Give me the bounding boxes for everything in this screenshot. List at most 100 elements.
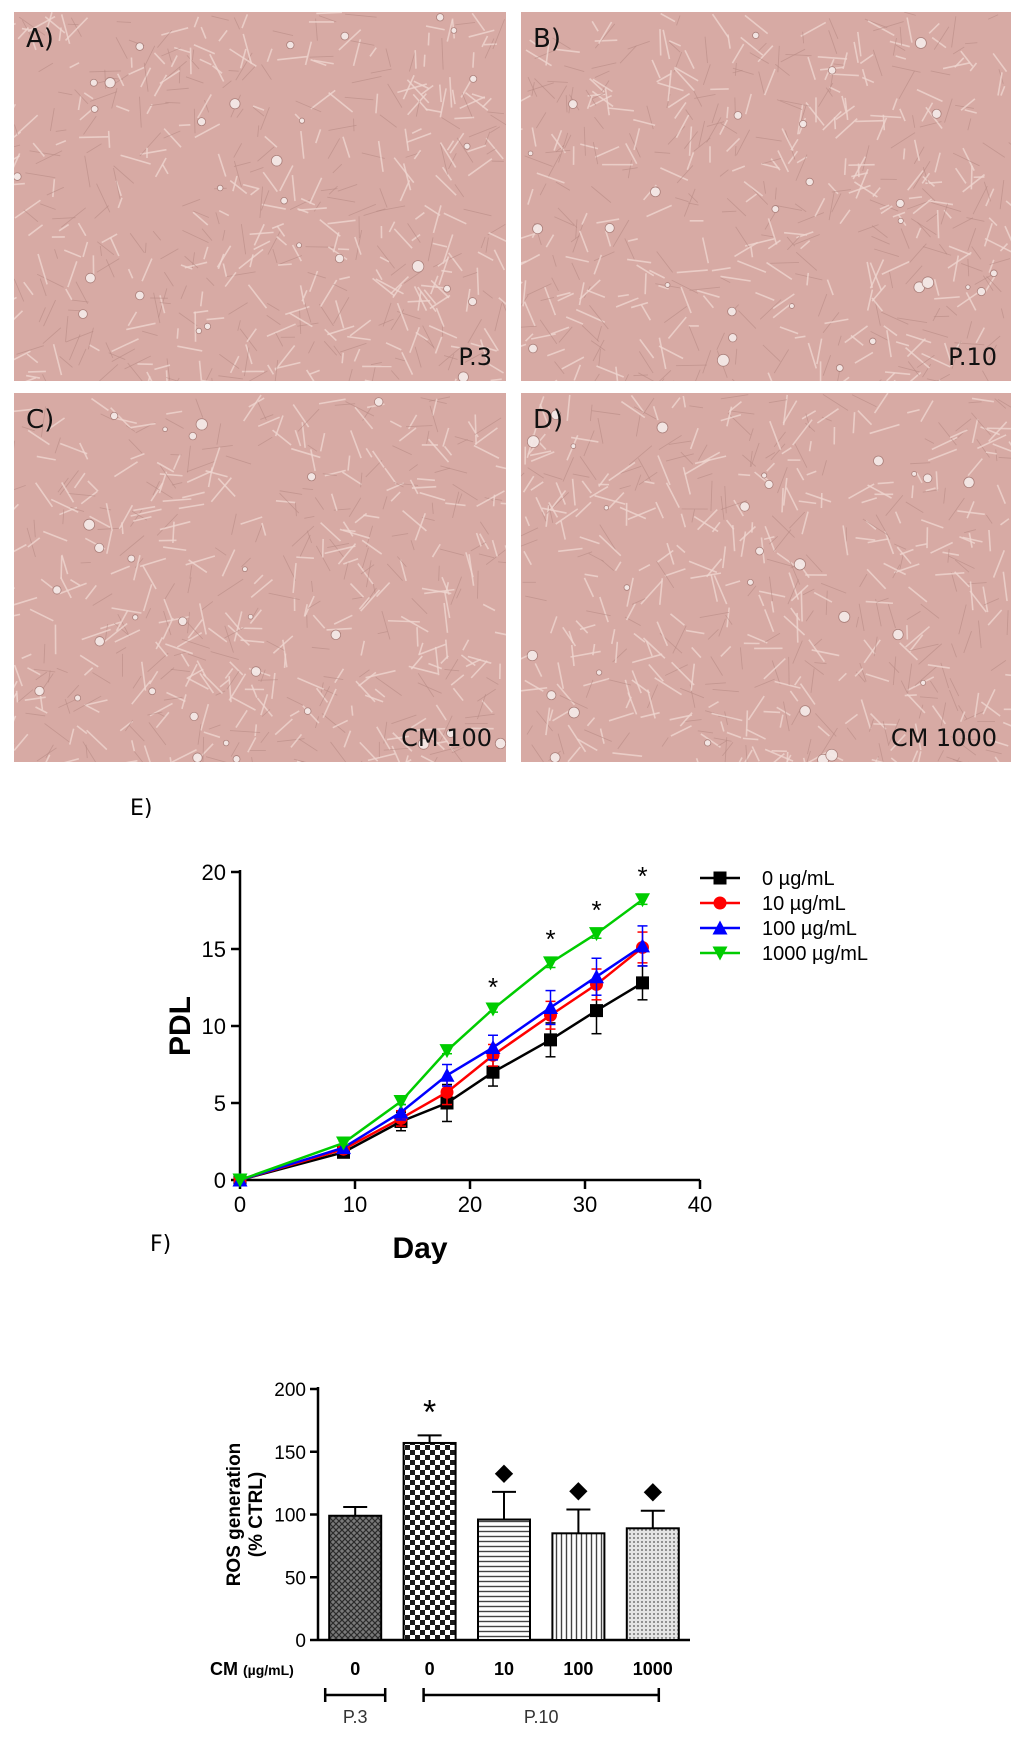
legend-marker xyxy=(712,946,728,961)
micrograph-panel-b: B) P.10 xyxy=(521,12,1011,381)
pdl-data-point xyxy=(337,1145,350,1159)
micrograph-panel-a: A) P.3 xyxy=(14,12,506,381)
ros-y-tick-label: 50 xyxy=(285,1568,306,1589)
ros-bar xyxy=(328,1514,383,1642)
pdl-x-axis-title: Day xyxy=(392,1232,447,1265)
ros-bar-group-4: ◆ 1000 xyxy=(625,1478,680,1679)
pdl-significance-mark: * xyxy=(488,972,498,1002)
panel-b-passage-label: P.10 xyxy=(948,343,997,371)
pdl-series-line xyxy=(239,944,644,1182)
cell-strokes xyxy=(521,393,1011,762)
panel-e-label: E) xyxy=(130,796,153,821)
panel-d-label: D) xyxy=(533,405,564,435)
pdl-data-point xyxy=(394,1114,408,1128)
pdl-data-point xyxy=(543,1000,558,1015)
pdl-x-tick-label: 40 xyxy=(688,1192,712,1217)
pdl-y-tick-label: 10 xyxy=(202,1014,226,1039)
ros-group-bracket-1: P.10 xyxy=(422,1688,661,1727)
pdl-data-point xyxy=(394,1111,408,1125)
pdl-y-tick-label: 20 xyxy=(202,860,226,885)
ros-y-tick-label: 100 xyxy=(274,1506,306,1527)
ros-category-label: 0 xyxy=(425,1659,435,1679)
pdl-data-point xyxy=(636,940,649,954)
pdl-data-point xyxy=(439,1067,455,1082)
ros-y-tick-label: 150 xyxy=(274,1443,306,1464)
legend-marker xyxy=(713,871,727,885)
legend-marker xyxy=(712,920,728,935)
pdl-series-3 xyxy=(232,893,650,1188)
ros-bar-group-2: ◆ 10 xyxy=(477,1459,531,1679)
cell-strokes xyxy=(14,12,506,381)
ros-bar-group-0: 0 xyxy=(328,1505,383,1679)
pdl-y-axis-title: PDL xyxy=(164,996,197,1056)
round-cells xyxy=(34,397,506,762)
pdl-data-point xyxy=(590,977,603,991)
ros-bar-group-1: *0 xyxy=(402,1393,457,1679)
pdl-data-point xyxy=(590,1004,603,1018)
ros-y-axis-title-unit: (% CTRL) xyxy=(246,1472,267,1557)
ros-significance-mark: ◆ xyxy=(644,1478,663,1505)
pdl-series-2 xyxy=(232,925,650,1187)
pdl-significance-mark: * xyxy=(637,861,647,891)
pdl-data-point xyxy=(440,1096,454,1110)
pdl-data-point xyxy=(393,1104,409,1119)
round-cells xyxy=(14,13,478,381)
pdl-series-line xyxy=(239,898,644,1182)
pdl-series-line xyxy=(239,946,644,1182)
ros-y-tick-label: 0 xyxy=(295,1631,306,1652)
pdl-data-point xyxy=(486,1065,500,1079)
pdl-data-point xyxy=(544,1008,557,1022)
panel-a-passage-label: P.3 xyxy=(458,343,492,371)
panel-b-label: B) xyxy=(533,24,561,54)
micrograph-panel-c: C) CM 100 xyxy=(14,393,506,762)
pdl-data-point xyxy=(635,893,650,908)
pdl-y-tick-label: 0 xyxy=(214,1168,226,1193)
panel-c-label: C) xyxy=(26,405,55,435)
pdl-data-point xyxy=(336,1140,351,1155)
ros-axes: 0 50 100 150 200 ROS generation (% CTRL) xyxy=(224,1380,690,1652)
ros-category-label: 100 xyxy=(563,1659,593,1679)
pdl-data-point xyxy=(336,1136,351,1151)
panel-d-treatment-label: CM 1000 xyxy=(890,724,997,752)
panel-f-label: F) xyxy=(150,1232,172,1257)
pdl-series-1 xyxy=(233,931,649,1187)
ros-y-tick-label: 200 xyxy=(274,1380,306,1401)
legend-entry: 100 µg/mL xyxy=(762,918,857,940)
pdl-x-tick-label: 0 xyxy=(234,1192,246,1217)
pdl-data-point xyxy=(233,1173,247,1187)
pdl-data-point xyxy=(485,1040,501,1055)
ros-x-axis-title-unit: (µg/mL) xyxy=(243,1662,294,1678)
pdl-x-tick-label: 10 xyxy=(343,1192,367,1217)
ros-bar-group-3: ◆ 100 xyxy=(551,1476,606,1679)
ros-x-axis-title-text: CM (µg/mL) xyxy=(210,1659,294,1679)
ros-significance-mark: * xyxy=(423,1393,436,1431)
panel-a-label: A) xyxy=(26,24,54,54)
ros-significance-mark: ◆ xyxy=(495,1459,514,1486)
pdl-significance-mark: * xyxy=(545,924,555,954)
pdl-data-point xyxy=(636,976,649,990)
ros-bar xyxy=(402,1441,457,1641)
pdl-data-point xyxy=(439,1044,455,1059)
pdl-data-point xyxy=(486,1048,500,1062)
ros-y-axis-title: ROS generation xyxy=(224,1443,245,1587)
round-cells xyxy=(527,31,998,372)
round-cells xyxy=(526,409,975,762)
pdl-axes: 0 5 10 15 20 0 10 20 30 40 Day PDL xyxy=(164,860,712,1265)
pdl-significance-mark: * xyxy=(591,895,601,925)
ros-category-label: 0 xyxy=(350,1659,360,1679)
cell-texture-b xyxy=(521,12,1011,381)
pdl-data-point xyxy=(337,1142,350,1156)
ros-group-label: P.10 xyxy=(524,1707,559,1727)
ros-group-bracket-0: P.3 xyxy=(323,1688,387,1727)
ros-x-axis-title: CM (µg/mL) xyxy=(210,1659,294,1679)
pdl-data-point xyxy=(544,1033,557,1047)
cell-strokes xyxy=(521,12,1011,381)
pdl-data-point xyxy=(543,956,558,971)
pdl-data-point xyxy=(393,1094,409,1109)
pdl-data-point xyxy=(440,1085,454,1099)
panel-c-treatment-label: CM 100 xyxy=(401,724,492,752)
pdl-data-point xyxy=(589,969,604,984)
pdl-series-0 xyxy=(233,965,649,1187)
ros-significance-mark: ◆ xyxy=(569,1476,588,1503)
pdl-data-point xyxy=(232,1173,248,1188)
